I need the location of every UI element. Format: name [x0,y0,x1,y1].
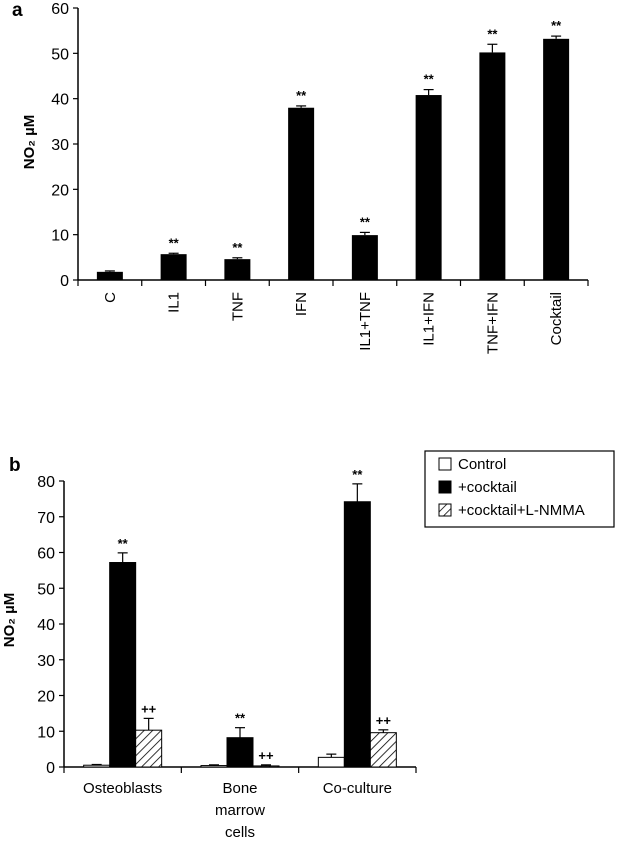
legend-label-cocktail: +cocktail [458,479,517,496]
y-tick-label: 20 [51,182,69,199]
y-tick-label: 40 [37,617,55,634]
bar [543,38,570,281]
x-tick-label: Cocktail [548,292,565,345]
bar [200,765,228,768]
significance-label: ** [169,235,180,250]
x-tick-label: IL1+TNF [357,292,374,351]
y-tick-label: 30 [51,137,69,154]
bar [415,95,442,280]
bar [288,107,315,280]
x-tick-label: Osteoblasts [83,780,162,797]
panel-a-bars: ** ** ** ** ** ** ** [96,18,570,281]
legend-label-cocktail-lnmma: +cocktail+L-NMMA [458,502,585,519]
bar [96,271,123,280]
panel-b-letter: b [9,455,21,476]
bar [351,235,378,280]
legend-box [424,450,615,528]
panel-b-legend: Control +cocktail +cocktail+L-NMMA [424,450,615,528]
bar [479,52,506,280]
legend-swatch-cocktail [438,480,452,494]
x-tick-label: IL1 [166,292,183,313]
significance-label: ++ [141,701,157,716]
legend-swatch-control [438,457,452,471]
bar [135,729,163,768]
x-tick-label: cells [225,824,255,841]
significance-label: ++ [376,713,392,728]
panel-b-bars: ** ++ ** ++ ** ++ [83,467,397,768]
bar [343,501,371,768]
x-tick-label: marrow [215,802,265,819]
panel-a: a NO₂ µM 0 10 20 30 40 50 60 ** ** ** ** ** ** ** C I… [12,0,589,354]
y-tick-label: 50 [51,46,69,63]
panel-b-y-axis: 0 10 20 30 40 50 60 70 80 [37,474,416,777]
bar [369,732,397,768]
x-tick-label: TNF [229,292,246,321]
panel-a-ylabel: NO₂ µM [21,115,38,169]
significance-label: ** [487,26,498,41]
y-tick-label: 80 [37,474,55,491]
x-tick-label: TNF+IFN [484,292,501,354]
x-tick-label: Co-culture [323,780,392,797]
panel-a-letter: a [12,0,23,21]
x-tick-label: C [102,292,119,303]
x-tick-label: IL1+IFN [421,292,438,346]
legend-swatch-cocktail-lnmma [438,503,452,517]
legend-label-control: Control [458,456,506,473]
y-tick-label: 20 [37,689,55,706]
significance-label: ** [118,536,129,551]
panel-a-y-axis: 0 10 20 30 40 50 60 [51,1,588,290]
panel-b-x-axis: Osteoblasts Bone marrow cells Co-culture [63,767,417,841]
bar [83,764,111,768]
significance-label: ** [551,18,562,33]
significance-label: ** [352,467,363,482]
y-tick-label: 10 [37,724,55,741]
panel-b-ylabel: NO₂ µM [1,593,18,647]
y-tick-label: 30 [37,653,55,670]
y-tick-label: 0 [60,273,69,290]
significance-label: ** [232,240,243,255]
y-tick-label: 10 [51,228,69,245]
bar [160,254,187,280]
significance-label: ++ [258,748,274,763]
significance-label: ** [424,72,435,87]
y-tick-label: 70 [37,510,55,527]
significance-label: ** [296,88,307,103]
bar [224,259,251,280]
y-tick-label: 40 [51,92,69,109]
x-tick-label: IFN [293,292,310,316]
x-tick-label: Bone [222,780,257,797]
bar [252,765,280,768]
y-tick-label: 50 [37,581,55,598]
y-tick-label: 60 [37,546,55,563]
y-tick-label: 60 [51,1,69,18]
y-tick-label: 0 [46,760,55,777]
bar [226,737,254,768]
significance-label: ** [360,214,371,229]
bar [109,562,137,768]
significance-label: ** [235,711,246,726]
bar [317,756,345,768]
panel-a-x-axis: C IL1 TNF IFN IL1+TNF IL1+IFN TNF+IFN Cocktail [77,280,589,354]
